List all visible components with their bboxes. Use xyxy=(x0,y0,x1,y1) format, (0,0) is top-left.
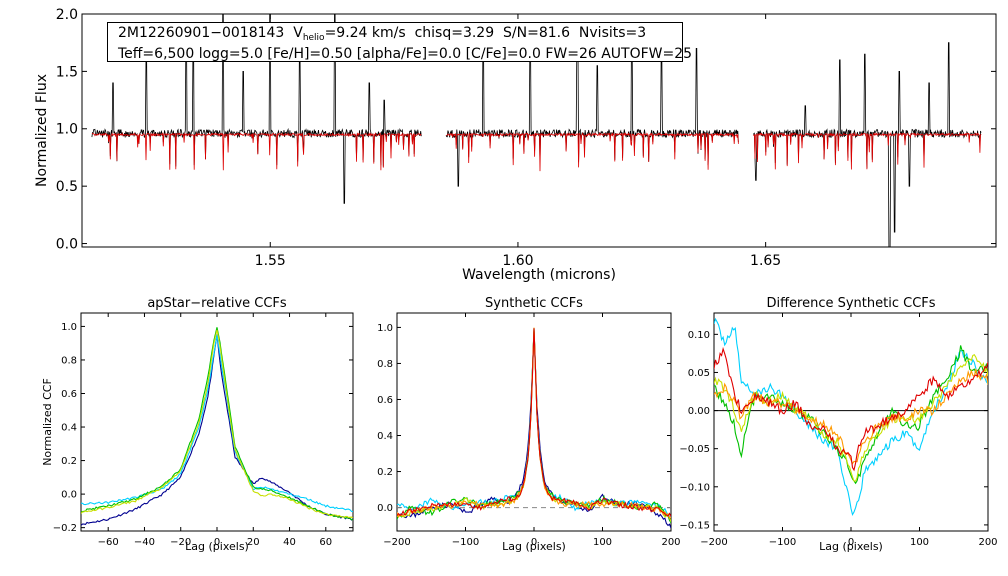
ccf-series-line xyxy=(397,327,671,520)
y-tick-label: 1.5 xyxy=(56,64,78,80)
x-tick-label: 100 xyxy=(593,537,612,548)
y-tick-label: 0.00 xyxy=(688,406,710,417)
ccf-series-line xyxy=(81,327,353,521)
ccf-series-line xyxy=(714,317,988,517)
y-tick-label: 0.2 xyxy=(377,467,393,478)
y-axis-label: Normalized Flux xyxy=(34,74,50,187)
y-tick-label: 0.10 xyxy=(688,330,710,341)
plot-frame xyxy=(81,13,997,248)
model-spectrum-line xyxy=(91,131,422,171)
ccf-series-line xyxy=(714,353,988,482)
y-axis-label: Normalized CCF xyxy=(41,378,54,466)
nvisits-value: Nvisits=3 xyxy=(578,25,647,41)
plot-frame xyxy=(713,312,989,532)
x-axis-label: Lag (pixels) xyxy=(502,540,566,553)
spectrum-panel: 1.55 1.60 1.65 0.0 0.5 1.0 1.5 2.0 Wavelength (m… xyxy=(34,7,997,283)
y-tick-label: 0.0 xyxy=(377,503,393,514)
chart-title: Synthetic CCFs xyxy=(485,296,583,311)
ccf-series-line xyxy=(397,327,671,524)
y-tick-label: 0.6 xyxy=(377,395,393,406)
y-tick-label: 1.0 xyxy=(56,122,78,138)
x-tick-label: −20 xyxy=(170,537,191,548)
observed-spectrum-line xyxy=(91,14,422,204)
x-tick-label: 0 xyxy=(531,537,537,548)
ccf-series-line xyxy=(81,329,353,519)
x-tick-label: −100 xyxy=(769,537,796,548)
x-tick-label: 1.65 xyxy=(750,253,781,269)
x-tick-label: 60 xyxy=(319,537,332,548)
y-tick-label: 2.0 xyxy=(56,7,78,23)
x-tick-label: 100 xyxy=(910,537,929,548)
ccf-series-line xyxy=(397,331,671,529)
x-tick-label: −40 xyxy=(134,537,155,548)
ccf-series-line xyxy=(81,334,353,513)
y-tick-label: 0.8 xyxy=(61,355,77,366)
y-tick-label: −0.10 xyxy=(679,482,710,493)
vhelio-symbol: V xyxy=(293,25,303,41)
ccf-series-line xyxy=(397,328,671,517)
y-tick-label: 0.4 xyxy=(61,423,77,434)
x-tick-label: 20 xyxy=(247,537,260,548)
ccf-series-line xyxy=(397,330,671,522)
y-tick-label: −0.2 xyxy=(53,523,77,534)
info-line-1: 2M12260901−0018143 Vhelio=9.24 km/s chis… xyxy=(118,25,682,46)
y-tick-label: 0.4 xyxy=(377,431,393,442)
ccf-series-line xyxy=(714,345,988,485)
x-tick-label: −60 xyxy=(98,537,119,548)
x-tick-label: −100 xyxy=(452,537,479,548)
x-tick-label: 200 xyxy=(978,537,997,548)
ccf-series-line xyxy=(81,334,353,526)
vhelio-value: =9.24 km/s xyxy=(324,25,406,41)
x-tick-label: −200 xyxy=(700,537,727,548)
snr-value: S/N=81.6 xyxy=(503,25,571,41)
apstar-ccf-panel: −60 −40 −20 0 20 40 60 −0.2 0.0 0.2 0.4 0.6 0.8 1.0 ap… xyxy=(41,296,354,553)
plot-frame xyxy=(80,312,354,532)
y-tick-label: −0.05 xyxy=(679,444,710,455)
model-spectrum-line xyxy=(753,131,982,170)
chisq-value: chisq=3.29 xyxy=(414,25,495,41)
ccf-series-line xyxy=(397,329,671,517)
y-tick-label: 1.0 xyxy=(377,323,393,334)
y-tick-label: 0.6 xyxy=(61,389,77,400)
y-tick-label: 0.0 xyxy=(56,236,78,252)
x-tick-label: 1.55 xyxy=(255,253,286,269)
y-tick-label: −0.15 xyxy=(679,520,710,531)
chart-title: apStar−relative CCFs xyxy=(147,296,287,311)
y-tick-label: 0.05 xyxy=(688,368,710,379)
y-tick-label: 0.0 xyxy=(61,490,77,501)
spectrum-info-box: 2M12260901−0018143 Vhelio=9.24 km/s chis… xyxy=(107,22,693,62)
y-tick-label: 0.8 xyxy=(377,359,393,370)
y-tick-label: 0.5 xyxy=(56,179,78,195)
x-axis-label: Wavelength (microns) xyxy=(462,267,616,283)
chart-title: Difference Synthetic CCFs xyxy=(766,296,935,311)
x-tick-label: −200 xyxy=(383,537,410,548)
star-id: 2M12260901−0018143 xyxy=(118,25,285,41)
ccf-series-line xyxy=(714,346,988,472)
observed-spectrum-line xyxy=(445,30,739,187)
x-axis-label: Lag (pixels) xyxy=(185,540,249,553)
x-tick-label: 1.60 xyxy=(502,253,533,269)
info-line-2: Teff=6,500 logg=5.0 [Fe/H]=0.50 [alpha/F… xyxy=(118,46,693,62)
x-tick-label: 200 xyxy=(661,537,680,548)
x-axis-label: Lag (pixels) xyxy=(819,540,883,553)
y-tick-label: 0.2 xyxy=(61,456,77,467)
ccf-series-line xyxy=(714,368,988,465)
y-tick-label: 1.0 xyxy=(61,322,77,333)
vhelio-subscript: helio xyxy=(302,33,325,43)
x-tick-label: 40 xyxy=(283,537,296,548)
x-tick-label: 0 xyxy=(848,537,854,548)
model-spectrum-line xyxy=(446,131,739,172)
synthetic-ccf-panel: −200 −100 0 100 200 0.0 0.2 0.4 0.6 0.8 1.0 Synthet… xyxy=(377,296,680,553)
difference-ccf-panel: −200 −100 0 100 200 −0.15 −0.10 −0.05 0.00 0.05 0.… xyxy=(679,296,997,553)
x-tick-label: 0 xyxy=(214,537,220,548)
